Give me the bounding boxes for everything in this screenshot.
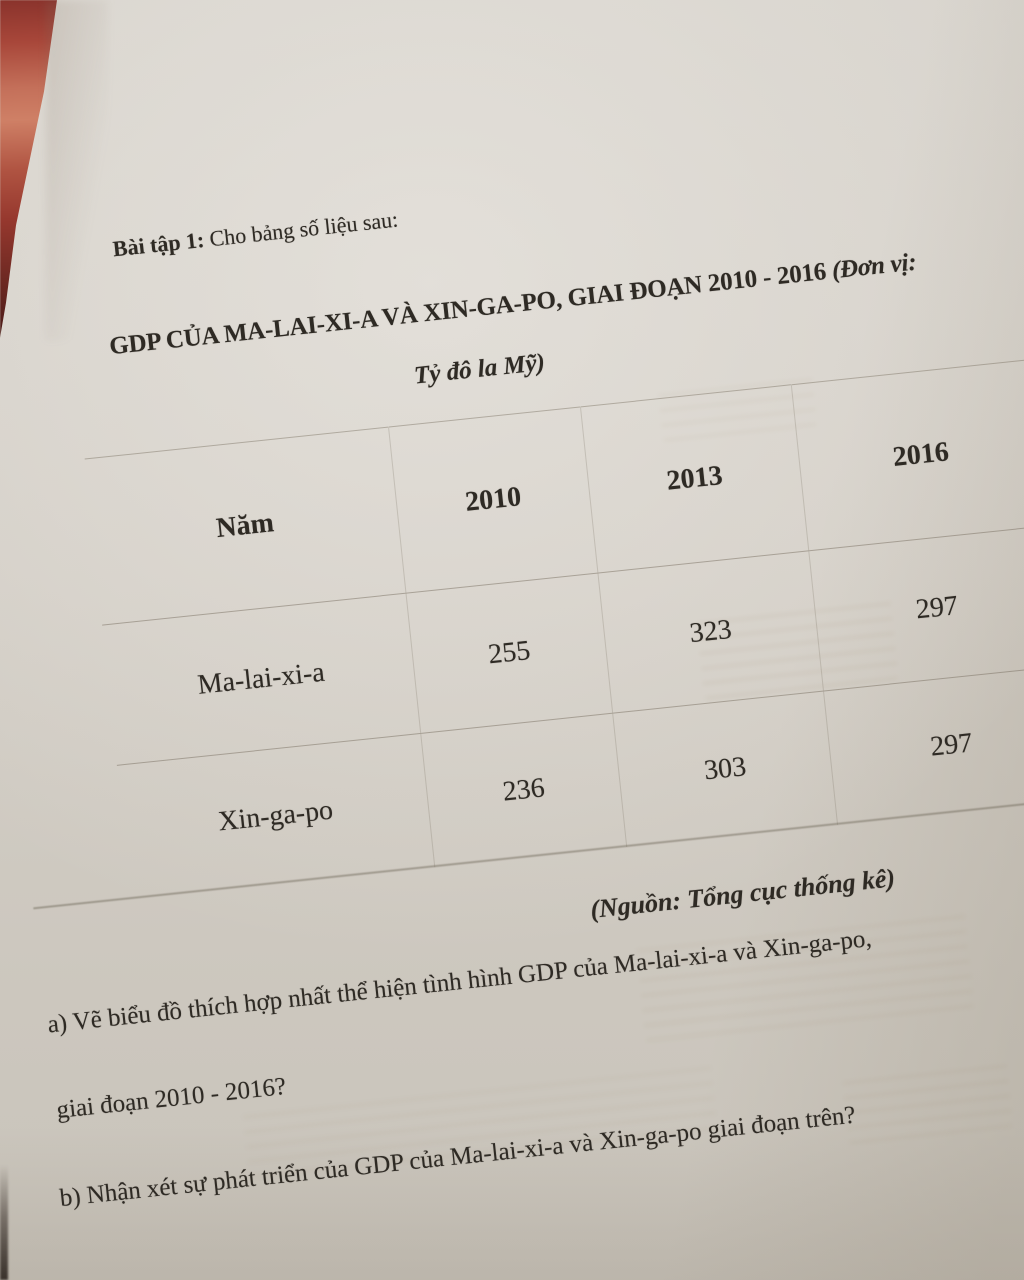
year-header-cell: 2013 [580,384,809,573]
table-title-unit-open: (Đơn vị: [824,248,918,285]
value-cell: 297 [823,665,1024,825]
question-a-line2: giai đoạn 2010 - 2016? [55,1073,288,1124]
year-header-cell: 2016 [791,359,1024,551]
table-title-unit-rest: Tỷ đô la Mỹ) [412,348,547,390]
value-cell: 236 [420,713,627,868]
paper-edge-shadow [46,0,108,340]
question-b: b) Nhận xét sự phát triển của GDP của Ma… [58,1101,857,1213]
document-content: Bài tập 1: Cho bảng số liệu sau: GDP CỦA… [0,102,1024,1262]
value-cell: 303 [612,691,838,847]
exercise-intro: Cho bảng số liệu sau: [202,206,400,252]
exercise-label: Bài tập 1: [111,226,206,262]
exercise-heading: Bài tập 1: Cho bảng số liệu sau: [112,207,400,263]
value-cell: 323 [597,550,824,714]
year-header-cell: 2010 [388,406,598,594]
year-header-cell: Năm [84,427,406,626]
value-cell: 255 [405,572,613,734]
value-cell: 297 [808,525,1024,692]
table-title: GDP CỦA MA-LAI-XI-A VÀ XIN-GA-PO, GIAI Đ… [44,242,982,368]
paper-edge-dark-sliver [0,1165,8,1280]
